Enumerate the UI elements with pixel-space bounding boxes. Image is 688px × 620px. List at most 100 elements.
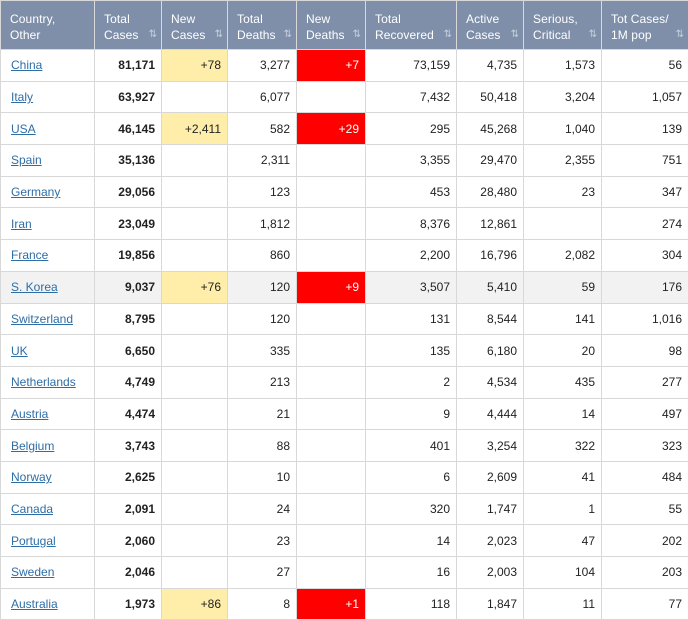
active-cases-cell: 28,480 [457, 176, 524, 208]
new-deaths-cell [297, 145, 366, 177]
country-cell: USA [1, 113, 95, 145]
serious-cell: 435 [524, 366, 602, 398]
country-link[interactable]: China [11, 58, 42, 72]
country-link[interactable]: USA [11, 122, 36, 136]
per-million-cell: 77 [602, 588, 688, 620]
country-link[interactable]: S. Korea [11, 280, 58, 294]
total-deaths-cell: 2,311 [228, 145, 297, 177]
country-link[interactable]: Sweden [11, 565, 54, 579]
country-link[interactable]: Germany [11, 185, 60, 199]
col-total-recovered-label: Total Recovered [375, 11, 452, 43]
col-total-cases-header[interactable]: Total Cases⇅ [95, 1, 162, 50]
country-link[interactable]: Netherlands [11, 375, 76, 389]
total-recovered-cell: 3,355 [366, 145, 457, 177]
new-cases-cell [162, 525, 228, 557]
sort-icon[interactable]: ⇅ [149, 27, 156, 43]
total-cases-cell: 1,973 [95, 588, 162, 620]
total-recovered-cell: 6 [366, 461, 457, 493]
country-cell: Australia [1, 588, 95, 620]
country-link[interactable]: Canada [11, 502, 53, 516]
active-cases-cell: 29,470 [457, 145, 524, 177]
sort-icon[interactable]: ⇅ [444, 27, 451, 43]
total-cases-cell: 2,091 [95, 493, 162, 525]
serious-cell: 1 [524, 493, 602, 525]
new-cases-cell [162, 81, 228, 113]
active-cases-cell: 12,861 [457, 208, 524, 240]
active-cases-cell: 1,747 [457, 493, 524, 525]
total-cases-cell: 4,474 [95, 398, 162, 430]
total-cases-cell: 19,856 [95, 240, 162, 272]
col-tot-cases-1m-header[interactable]: Tot Cases/ 1M pop⇅ [602, 1, 688, 50]
country-link[interactable]: Belgium [11, 439, 54, 453]
per-million-cell: 274 [602, 208, 688, 240]
country-link[interactable]: Italy [11, 90, 33, 104]
serious-cell: 2,082 [524, 240, 602, 272]
country-cell: Portugal [1, 525, 95, 557]
active-cases-cell: 3,254 [457, 430, 524, 462]
total-deaths-cell: 10 [228, 461, 297, 493]
total-recovered-cell: 135 [366, 335, 457, 367]
serious-cell [524, 208, 602, 240]
col-serious-critical-header[interactable]: Serious, Critical⇅ [524, 1, 602, 50]
total-deaths-cell: 335 [228, 335, 297, 367]
country-link[interactable]: France [11, 248, 48, 262]
total-deaths-cell: 27 [228, 557, 297, 589]
country-cell: Netherlands [1, 366, 95, 398]
sort-icon[interactable]: ⇅ [284, 27, 291, 43]
total-deaths-cell: 123 [228, 176, 297, 208]
total-recovered-cell: 118 [366, 588, 457, 620]
total-deaths-cell: 1,812 [228, 208, 297, 240]
new-deaths-cell [297, 366, 366, 398]
per-million-cell: 304 [602, 240, 688, 272]
total-deaths-cell: 6,077 [228, 81, 297, 113]
country-link[interactable]: Norway [11, 470, 52, 484]
active-cases-cell: 4,534 [457, 366, 524, 398]
active-cases-cell: 1,847 [457, 588, 524, 620]
country-link[interactable]: UK [11, 344, 28, 358]
per-million-cell: 203 [602, 557, 688, 589]
col-new-deaths-header[interactable]: New Deaths⇅ [297, 1, 366, 50]
per-million-cell: 751 [602, 145, 688, 177]
active-cases-cell: 2,023 [457, 525, 524, 557]
sort-icon[interactable]: ⇅ [676, 27, 683, 43]
country-link[interactable]: Austria [11, 407, 48, 421]
total-recovered-cell: 16 [366, 557, 457, 589]
total-deaths-cell: 120 [228, 271, 297, 303]
total-cases-cell: 3,743 [95, 430, 162, 462]
sort-icon[interactable]: ⇅ [215, 27, 222, 43]
col-active-cases-header[interactable]: Active Cases⇅ [457, 1, 524, 50]
sort-icon[interactable]: ⇅ [589, 27, 596, 43]
sort-icon[interactable]: ⇅ [511, 27, 518, 43]
per-million-cell: 347 [602, 176, 688, 208]
country-link[interactable]: Spain [11, 153, 42, 167]
new-cases-cell: +76 [162, 271, 228, 303]
new-cases-cell [162, 335, 228, 367]
country-cell: Germany [1, 176, 95, 208]
sort-icon[interactable]: ⇅ [353, 27, 360, 43]
new-deaths-cell [297, 525, 366, 557]
total-recovered-cell: 9 [366, 398, 457, 430]
serious-cell: 11 [524, 588, 602, 620]
new-cases-cell [162, 176, 228, 208]
country-cell: Canada [1, 493, 95, 525]
col-total-deaths-header[interactable]: Total Deaths⇅ [228, 1, 297, 50]
country-link[interactable]: Switzerland [11, 312, 73, 326]
per-million-cell: 139 [602, 113, 688, 145]
country-link[interactable]: Australia [11, 597, 58, 611]
country-link[interactable]: Portugal [11, 534, 56, 548]
col-total-recovered-header[interactable]: Total Recovered⇅ [366, 1, 457, 50]
total-cases-cell: 6,650 [95, 335, 162, 367]
col-country-header[interactable]: Country, Other [1, 1, 95, 50]
country-cell: Spain [1, 145, 95, 177]
col-new-cases-header[interactable]: New Cases⇅ [162, 1, 228, 50]
total-cases-cell: 46,145 [95, 113, 162, 145]
country-link[interactable]: Iran [11, 217, 32, 231]
